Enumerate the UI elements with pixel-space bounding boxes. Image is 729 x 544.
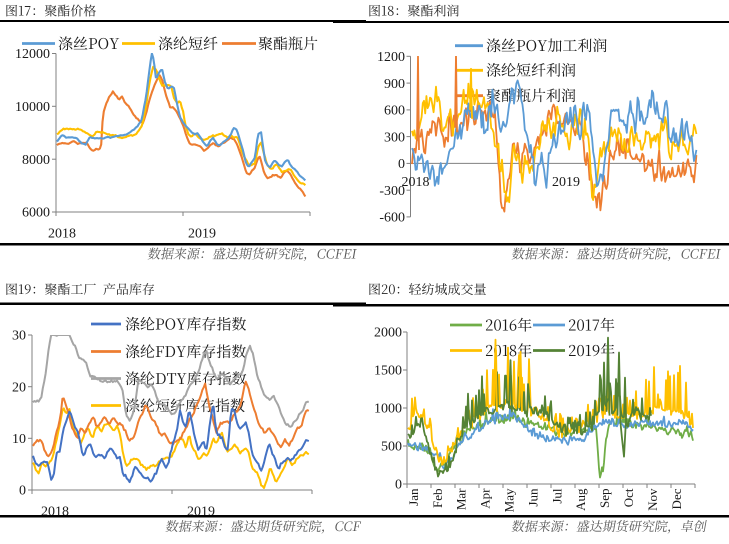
svg-text:Nov: Nov: [645, 488, 660, 511]
svg-text:900: 900: [384, 77, 405, 92]
svg-text:-600: -600: [379, 211, 405, 226]
svg-text:2018: 2018: [48, 227, 76, 242]
svg-text:Oct: Oct: [621, 488, 636, 507]
svg-text:600: 600: [384, 104, 405, 119]
svg-text:Feb: Feb: [430, 489, 445, 509]
svg-text:2018: 2018: [402, 175, 430, 190]
svg-text:300: 300: [384, 130, 405, 145]
svg-text:Jan: Jan: [406, 488, 421, 506]
svg-text:12000: 12000: [15, 47, 50, 62]
svg-text:8000: 8000: [22, 153, 50, 168]
svg-text:Sep: Sep: [597, 489, 612, 509]
svg-text:0: 0: [19, 484, 26, 499]
svg-text:Jul: Jul: [549, 488, 564, 504]
svg-text:Dec: Dec: [669, 488, 684, 509]
svg-text:30: 30: [12, 329, 26, 344]
svg-text:500: 500: [381, 440, 402, 455]
svg-text:Apr: Apr: [478, 488, 493, 509]
svg-text:Jun: Jun: [525, 488, 540, 507]
svg-text:-300: -300: [379, 184, 405, 199]
svg-text:2019: 2019: [552, 175, 580, 190]
svg-text:2000: 2000: [374, 326, 402, 341]
svg-text:May: May: [502, 488, 517, 512]
svg-text:0: 0: [398, 157, 405, 172]
svg-text:Aug: Aug: [573, 488, 588, 511]
svg-text:2019: 2019: [188, 227, 216, 242]
svg-text:20: 20: [12, 380, 26, 395]
svg-text:1000: 1000: [374, 402, 402, 417]
svg-text:1200: 1200: [377, 50, 405, 65]
svg-text:10000: 10000: [15, 100, 50, 115]
svg-text:6000: 6000: [22, 206, 50, 221]
svg-text:1500: 1500: [374, 364, 402, 379]
svg-text:Mar: Mar: [454, 488, 469, 510]
svg-text:0: 0: [395, 478, 402, 493]
svg-text:10: 10: [12, 432, 26, 447]
